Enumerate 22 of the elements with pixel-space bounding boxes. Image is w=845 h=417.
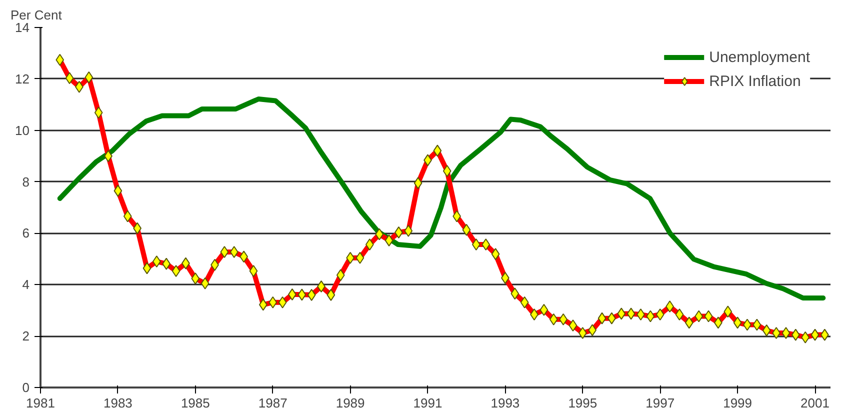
x-tick-label: 1985 <box>180 396 210 410</box>
legend-label: RPIX Inflation <box>709 72 801 90</box>
x-tick-label: 1997 <box>646 396 675 410</box>
y-tick-label: 6 <box>22 226 30 241</box>
y-tick-label: 8 <box>22 174 30 190</box>
legend-label: Unemployment <box>709 48 810 66</box>
y-tick-label: 10 <box>15 122 30 138</box>
x-tick-label: 2001 <box>800 396 830 410</box>
y-tick-label: 14 <box>15 20 30 35</box>
x-tick-label: 1999 <box>723 396 752 410</box>
x-tick-label: 1991 <box>413 396 442 410</box>
x-tick-label: 1983 <box>103 396 132 410</box>
y-tick-label: 2 <box>22 328 30 344</box>
x-tick-label: 1981 <box>26 396 55 410</box>
x-tick-label: 1993 <box>490 396 520 410</box>
y-axis-title: Per Cent <box>10 8 62 22</box>
x-tick-label: 1989 <box>336 396 365 410</box>
y-tick-label: 12 <box>15 71 30 86</box>
x-tick-label: 1995 <box>568 396 598 410</box>
y-tick-label: 4 <box>22 277 30 292</box>
x-tick-label: 1987 <box>258 396 288 410</box>
y-tick-label: 0 <box>22 380 30 395</box>
